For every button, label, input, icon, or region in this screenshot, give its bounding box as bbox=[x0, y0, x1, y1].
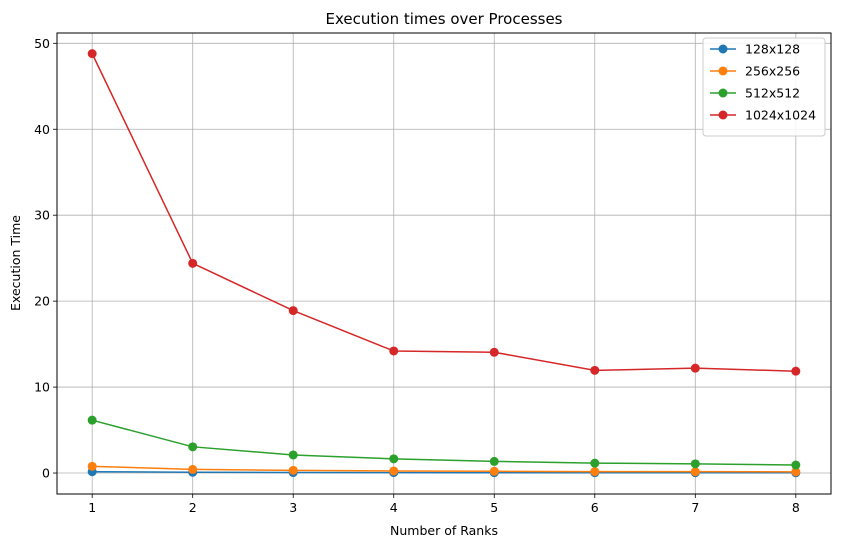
series-group bbox=[87, 49, 801, 478]
data-point bbox=[87, 49, 97, 59]
y-tick-label: 40 bbox=[34, 122, 50, 137]
series-line bbox=[92, 465, 796, 473]
series-1024x1024 bbox=[87, 49, 801, 376]
legend-label: 256x256 bbox=[745, 64, 800, 79]
data-point bbox=[489, 456, 499, 466]
x-tick-label: 5 bbox=[490, 500, 498, 515]
legend-item: 1024x1024 bbox=[710, 108, 816, 123]
series-line bbox=[92, 470, 796, 474]
x-tick-label: 6 bbox=[591, 500, 599, 515]
series-line bbox=[91, 53, 796, 372]
y-tick-label: 0 bbox=[42, 466, 50, 481]
data-point bbox=[389, 346, 399, 356]
data-point bbox=[590, 365, 600, 375]
data-point bbox=[87, 415, 97, 425]
y-tick-label: 20 bbox=[34, 294, 50, 309]
data-point bbox=[188, 464, 198, 474]
x-axis-label: Number of Ranks bbox=[390, 523, 498, 538]
legend-marker bbox=[718, 110, 728, 120]
x-tick-label: 7 bbox=[691, 500, 699, 515]
series-256x256 bbox=[87, 461, 801, 477]
x-tick-label: 8 bbox=[792, 500, 800, 515]
data-point bbox=[188, 258, 198, 268]
legend-label: 128x128 bbox=[745, 42, 800, 57]
data-point bbox=[389, 454, 399, 464]
data-point bbox=[288, 306, 298, 316]
data-point bbox=[791, 460, 801, 470]
legend-label: 1024x1024 bbox=[745, 108, 816, 123]
y-tick-label: 30 bbox=[34, 208, 50, 223]
y-axis: 0 10 20 30 40 50 bbox=[34, 36, 57, 481]
series-line bbox=[91, 419, 796, 466]
x-tick-label: 4 bbox=[390, 500, 398, 515]
data-point bbox=[791, 366, 801, 376]
data-point bbox=[87, 461, 97, 471]
x-tick-label: 2 bbox=[189, 500, 197, 515]
data-point bbox=[590, 458, 600, 468]
chart-title: Execution times over Processes bbox=[325, 10, 562, 28]
legend-item: 256x256 bbox=[710, 64, 800, 79]
data-point bbox=[590, 467, 600, 477]
legend-label: 512x512 bbox=[745, 86, 800, 101]
data-point bbox=[489, 347, 499, 357]
legend-marker bbox=[718, 44, 728, 54]
x-tick-label: 3 bbox=[289, 500, 297, 515]
data-point bbox=[690, 363, 700, 373]
y-tick-label: 50 bbox=[34, 36, 50, 51]
x-tick-label: 1 bbox=[88, 500, 96, 515]
grid-lines bbox=[57, 33, 831, 494]
data-point bbox=[389, 466, 399, 476]
x-axis: 1 2 3 4 5 6 7 8 bbox=[88, 494, 800, 515]
legend-item: 512x512 bbox=[710, 86, 800, 101]
legend-marker bbox=[718, 88, 728, 98]
data-point bbox=[288, 465, 298, 475]
data-point bbox=[791, 467, 801, 477]
data-point bbox=[690, 467, 700, 477]
y-tick-label: 10 bbox=[34, 380, 50, 395]
plot-frame bbox=[56, 32, 832, 495]
data-point bbox=[188, 442, 198, 452]
data-point bbox=[489, 466, 499, 476]
legend-marker bbox=[718, 66, 728, 76]
legend-item: 128x128 bbox=[710, 42, 800, 57]
data-point bbox=[288, 450, 298, 460]
legend: 128x128 256x256 512x512 1024x1024 bbox=[702, 37, 826, 137]
data-point bbox=[690, 459, 700, 469]
series-512x512 bbox=[87, 415, 801, 470]
legend-box bbox=[702, 37, 826, 137]
y-axis-label: Execution Time bbox=[8, 215, 23, 311]
